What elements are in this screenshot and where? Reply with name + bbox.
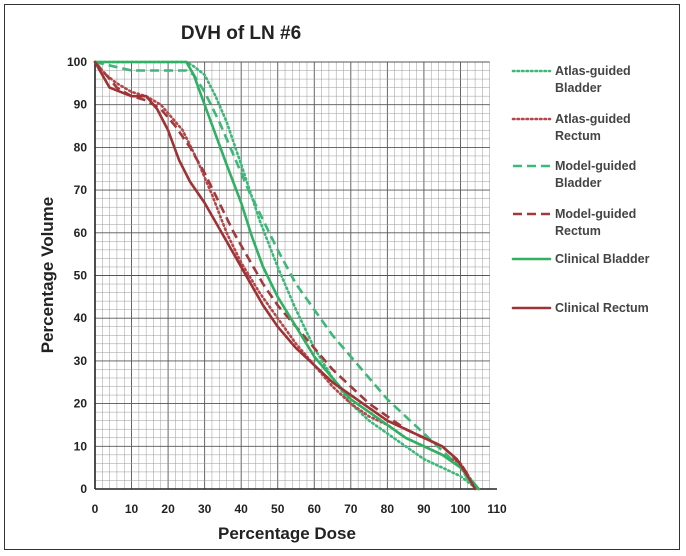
x-tick-label: 60	[308, 502, 322, 516]
legend-label: Clinical Bladder	[555, 252, 650, 266]
x-tick-label: 40	[235, 502, 249, 516]
x-tick-label: 100	[450, 502, 470, 516]
x-tick-label: 0	[92, 502, 99, 516]
y-tick-label: 50	[74, 269, 88, 283]
dvh-chart: DVH of LN #6 0 10 20 30 40 50 60 70 80 90 100 110 0 1…	[38, 23, 650, 543]
series-line-6	[93, 60, 477, 491]
x-tick-label: 80	[381, 502, 395, 516]
x-tick-label: 30	[198, 502, 212, 516]
series-line-3	[94, 60, 480, 491]
series-line-5	[93, 60, 480, 491]
chart-frame: DVH of LN #6 0 10 20 30 40 50 60 70 80 90 100 110 0 1…	[4, 4, 680, 550]
y-tick-label: 30	[74, 354, 88, 368]
x-tick-label: 10	[125, 502, 139, 516]
legend: Atlas-guided Bladder Atlas-guided Rectum Mod…	[511, 64, 650, 315]
series-lines	[93, 60, 480, 491]
chart-title: DVH of LN #6	[181, 23, 301, 44]
x-tick-label: 50	[271, 502, 285, 516]
y-tick-label: 100	[67, 55, 87, 69]
x-tick-label: 20	[161, 502, 175, 516]
legend-label: Model-guided Rectum	[555, 207, 636, 238]
legend-label: Atlas-guided Bladder	[555, 64, 631, 95]
series-line-1	[93, 60, 480, 491]
y-tick-label: 20	[74, 397, 88, 411]
x-axis-label: Percentage Dose	[218, 524, 356, 543]
y-tick-label: 60	[74, 226, 88, 240]
y-tick-label: 90	[74, 98, 88, 112]
y-tick-label: 40	[74, 311, 88, 325]
y-tick-label: 70	[74, 183, 88, 197]
y-axis-label: Percentage Volume	[38, 197, 57, 354]
axis-ticks: 0 10 20 30 40 50 60 70 80 90 100 110 0 10 20 30 40 50 60 70…	[67, 55, 507, 516]
x-tick-label: 70	[344, 502, 358, 516]
legend-label: Clinical Rectum	[555, 301, 649, 315]
x-tick-label: 90	[417, 502, 431, 516]
y-tick-label: 80	[74, 140, 88, 154]
y-tick-label: 0	[80, 482, 87, 496]
legend-label: Atlas-guided Rectum	[555, 112, 631, 143]
grid	[94, 61, 497, 490]
x-tick-label: 110	[487, 502, 507, 516]
y-tick-label: 10	[74, 439, 88, 453]
legend-label: Model-guided Bladder	[555, 159, 636, 190]
